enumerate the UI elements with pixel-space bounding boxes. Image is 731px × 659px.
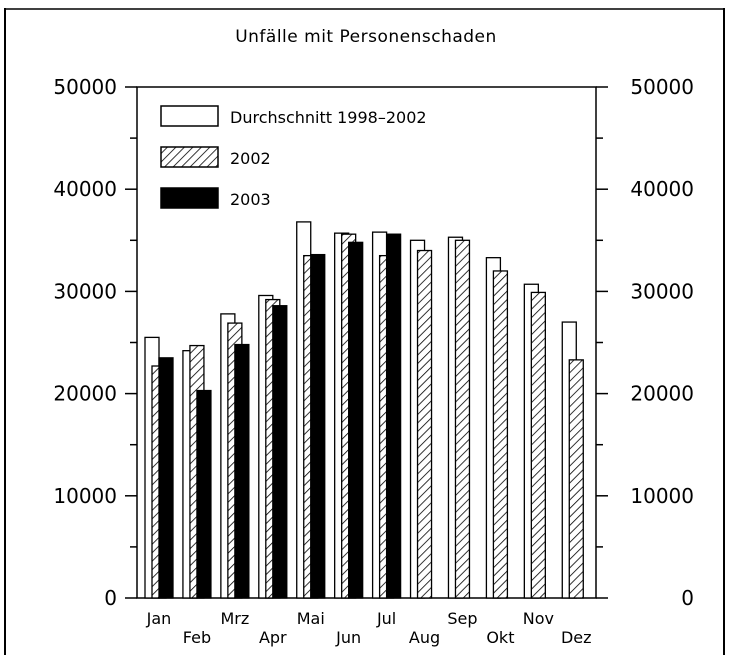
legend-swatch-2003 xyxy=(160,187,219,209)
x-tick-label-mai: Mai xyxy=(297,609,325,628)
x-tick-label-okt: Okt xyxy=(486,628,514,647)
bars xyxy=(144,221,584,599)
bar-black-mai xyxy=(310,253,326,599)
x-tick-label-apr: Apr xyxy=(259,628,287,647)
y-tick-label-left: 50000 xyxy=(53,75,117,99)
bar-black-feb xyxy=(196,389,212,599)
x-tick-label-aug: Aug xyxy=(409,628,440,647)
y-tick-label-right: 30000 xyxy=(630,279,694,303)
bar-black-jan xyxy=(158,357,174,599)
y-tick-label-left: 40000 xyxy=(53,177,117,201)
x-tick-label-jun: Jun xyxy=(335,628,361,647)
y-tick-label-right: 10000 xyxy=(630,484,694,508)
y-tick-label-left: 0 xyxy=(104,586,117,610)
chart-title: Unfälle mit Personenschaden xyxy=(235,27,497,47)
legend: Durchschnitt 1998–2002 2002 2003 xyxy=(160,105,427,209)
legend-swatch-2002 xyxy=(160,146,219,168)
bar-hatched-aug xyxy=(416,249,433,599)
bar-hatched-dez xyxy=(568,359,584,599)
x-tick-label-jan: Jan xyxy=(146,609,172,628)
x-tick-label-jul: Jul xyxy=(376,609,396,628)
bar-hatched-sep xyxy=(454,239,471,599)
y-tick-label-right: 40000 xyxy=(630,177,694,201)
y-tick-label-left: 30000 xyxy=(53,279,117,303)
legend-swatch-average xyxy=(160,105,219,127)
x-tick-label-mrz: Mrz xyxy=(220,609,249,628)
y-axis-left: 0 10000 20000 30000 40000 50000 xyxy=(53,75,137,610)
y-tick-label-right: 20000 xyxy=(630,382,694,406)
x-axis-labels: Jan Feb Mrz Apr Mai Jun Jul Aug Sep Okt Nov Dez xyxy=(146,609,592,647)
x-tick-label-nov: Nov xyxy=(523,609,554,628)
legend-label-2003: 2003 xyxy=(230,190,271,209)
bar-black-mrz xyxy=(234,343,250,599)
bar-black-apr xyxy=(272,305,288,599)
y-tick-label-left: 20000 xyxy=(53,382,117,406)
y-tick-label-right: 0 xyxy=(681,586,694,610)
bar-black-jul xyxy=(385,233,402,599)
y-tick-label-left: 10000 xyxy=(53,484,117,508)
bar-hatched-okt xyxy=(492,270,509,599)
x-tick-label-dez: Dez xyxy=(561,628,592,647)
y-axis-right: 0 10000 20000 30000 40000 50000 xyxy=(596,75,694,610)
bar-black-jun xyxy=(348,241,364,599)
y-tick-label-right: 50000 xyxy=(630,75,694,99)
x-tick-label-sep: Sep xyxy=(447,609,477,628)
legend-label-average: Durchschnitt 1998–2002 xyxy=(230,108,427,127)
bar-hatched-nov xyxy=(530,291,546,599)
x-tick-label-feb: Feb xyxy=(183,628,211,647)
legend-label-2002: 2002 xyxy=(230,149,271,168)
